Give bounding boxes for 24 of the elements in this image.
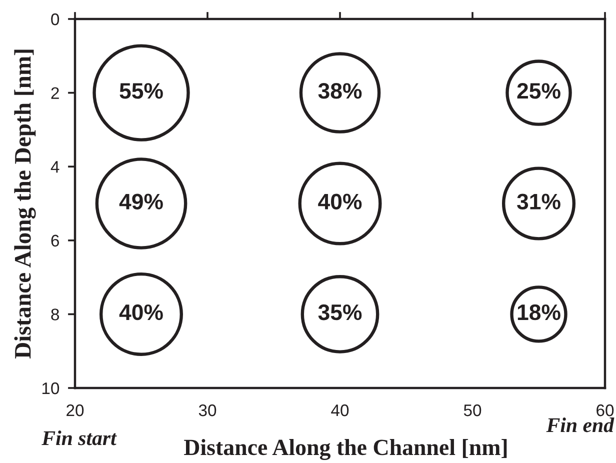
y-tick-label: 8 (51, 308, 59, 320)
y-tick-label: 6 (51, 234, 59, 247)
x-tick-label: 20 (66, 404, 84, 416)
x-tick-label: 40 (331, 404, 349, 416)
x-tick-label: 50 (464, 404, 482, 416)
x-tick-label: 60 (596, 404, 614, 416)
annotation: 25% (517, 83, 560, 99)
y-tick-label: 0 (51, 13, 60, 26)
y-tick-label: 2 (51, 87, 59, 99)
text: Fin end (546, 418, 614, 432)
annotation: 49% (119, 194, 163, 210)
y-tick-label: 10 (42, 382, 60, 394)
x-tick-label: 30 (198, 404, 216, 416)
x-axis-title: Distance Along the Channel [nm] (184, 439, 507, 460)
annotation: 55% (120, 83, 163, 99)
annotation: 18% (518, 304, 560, 320)
annotation: 31% (517, 194, 560, 210)
annotation: 38% (318, 83, 362, 99)
annotation: 35% (318, 304, 362, 320)
text: Fin start (42, 430, 117, 446)
y-axis-title: Distance Along the Depth [nm] (14, 50, 36, 359)
y-tick-label: 4 (50, 161, 60, 173)
annotation: 40% (119, 304, 163, 320)
annotation: 40% (318, 194, 362, 210)
